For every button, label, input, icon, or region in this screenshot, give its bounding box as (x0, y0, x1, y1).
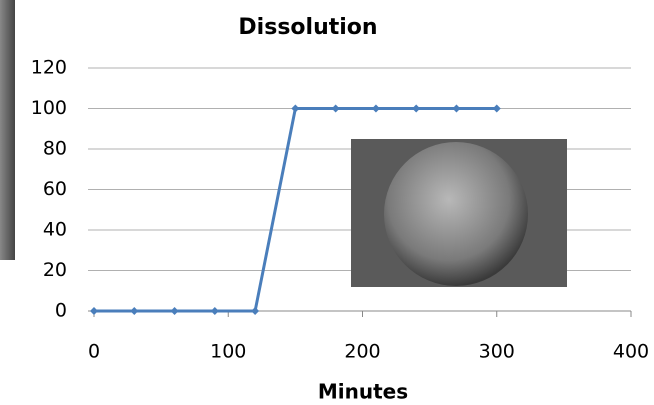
y-tick-label: 20 (43, 259, 67, 281)
point-marker (251, 307, 259, 315)
background-photo-edge (0, 0, 15, 260)
y-tick-label: 60 (43, 178, 67, 200)
y-tick-label: 120 (31, 57, 67, 79)
point-marker (412, 105, 420, 113)
point-marker (90, 307, 98, 315)
inset-photo (351, 139, 567, 287)
y-tick-label: 40 (43, 219, 67, 241)
y-tick-label: 100 (31, 97, 67, 119)
x-axis-title: Minutes (318, 380, 408, 404)
page: Dissolution Minutes 0 20 40 60 80 100 120 0 100 2… (0, 0, 654, 405)
point-marker (211, 307, 219, 315)
x-tick-label: 100 (210, 341, 246, 363)
chart: Dissolution Minutes 0 20 40 60 80 100 120 0 100 2… (0, 0, 654, 405)
y-tick-label: 80 (43, 138, 67, 160)
point-marker (372, 105, 380, 113)
chart-title: Dissolution (238, 15, 377, 40)
point-marker (171, 307, 179, 315)
x-tick-label: 200 (344, 341, 380, 363)
point-marker (452, 105, 460, 113)
point-marker (493, 105, 501, 113)
point-marker (130, 307, 138, 315)
x-tick-label: 300 (479, 341, 515, 363)
y-tick-label: 0 (55, 300, 67, 322)
point-marker (291, 105, 299, 113)
inset-particle (384, 142, 528, 286)
point-marker (332, 105, 340, 113)
x-tick-label: 0 (88, 341, 100, 363)
x-tick-label: 400 (613, 341, 649, 363)
